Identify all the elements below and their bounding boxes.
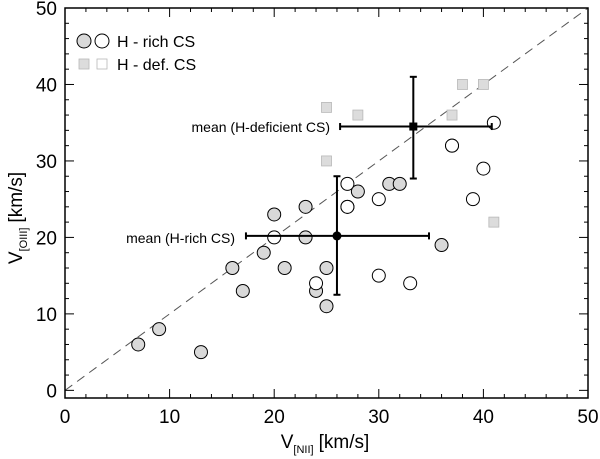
legend-marker-filled-circle: [76, 33, 92, 49]
annotation-mean-h-deficient: mean (H-deficient CS): [192, 119, 331, 135]
data-point-circle: [350, 184, 365, 199]
y-tick-label: 20: [36, 228, 57, 249]
y-axis-label-sub: [OIII]: [18, 228, 30, 252]
annotation-mean-h-rich: mean (H-rich CS): [126, 230, 235, 246]
data-point-circle: [298, 230, 313, 245]
mean-marker-h-rich: [332, 231, 342, 241]
data-point-circle: [152, 322, 167, 337]
data-point-circle: [235, 283, 250, 298]
plot-frame: [64, 7, 589, 399]
x-tick-label: 30: [368, 407, 389, 428]
x-axis-label-unit: [km/s]: [319, 432, 370, 453]
y-axis-label-main: V: [6, 251, 27, 264]
data-point-circle: [277, 261, 292, 275]
data-point-square: [488, 216, 500, 228]
data-point-circle: [371, 268, 386, 283]
data-point-circle: [319, 261, 334, 275]
legend-label-h-def: H - def. CS: [117, 57, 196, 74]
data-point-circle: [193, 345, 208, 360]
y-tick-label: 10: [36, 305, 57, 326]
data-point-circle: [131, 337, 146, 352]
one-to-one-line: [64, 7, 589, 391]
data-point-circle: [392, 176, 407, 191]
data-point-square: [321, 155, 332, 167]
x-tick-label: 50: [577, 407, 598, 428]
x-axis-label-main: V: [281, 432, 294, 453]
y-axis-label: V[OIII] [km/s]: [6, 172, 30, 264]
data-point-circle: [403, 276, 418, 291]
data-point-circle: [267, 230, 282, 245]
x-tick-label: 10: [159, 407, 180, 428]
data-point-square: [457, 79, 468, 90]
data-point-circle: [340, 199, 355, 214]
data-point-circle: [225, 261, 240, 275]
data-point-circle: [476, 161, 491, 176]
data-point-circle: [309, 276, 324, 291]
data-point-circle: [267, 207, 282, 222]
mean-marker-h-deficient: [409, 122, 418, 131]
legend-marker-filled-square: [78, 58, 90, 70]
data-point-square: [321, 102, 332, 113]
data-point-circle: [434, 238, 449, 253]
x-tick-label: 0: [60, 407, 71, 428]
x-tick-label: 20: [264, 407, 285, 428]
legend-marker-open-square: [96, 58, 108, 70]
x-axis-label-sub: [NII]: [293, 444, 313, 456]
x-axis-label: V[NII] [km/s]: [281, 432, 370, 456]
legend-label-h-rich: H - rich CS: [117, 34, 195, 51]
data-point-circle: [445, 138, 460, 153]
data-point-circle: [371, 192, 386, 207]
y-tick-label: 30: [36, 152, 57, 173]
x-tick-label: 40: [473, 407, 494, 428]
data-point-square: [477, 79, 489, 90]
data-point-circle: [340, 176, 355, 191]
data-point-circle: [256, 245, 271, 260]
data-point-square: [446, 109, 458, 121]
data-point-circle: [465, 192, 480, 207]
y-tick-label: 40: [36, 75, 57, 96]
data-point-circle: [298, 199, 313, 214]
y-tick-label: 50: [36, 0, 57, 20]
y-axis-label-unit: [km/s]: [6, 172, 27, 223]
data-point-circle: [319, 299, 334, 314]
legend-marker-open-circle: [94, 33, 110, 49]
y-tick-label: 0: [46, 381, 57, 402]
data-point-square: [352, 109, 364, 121]
